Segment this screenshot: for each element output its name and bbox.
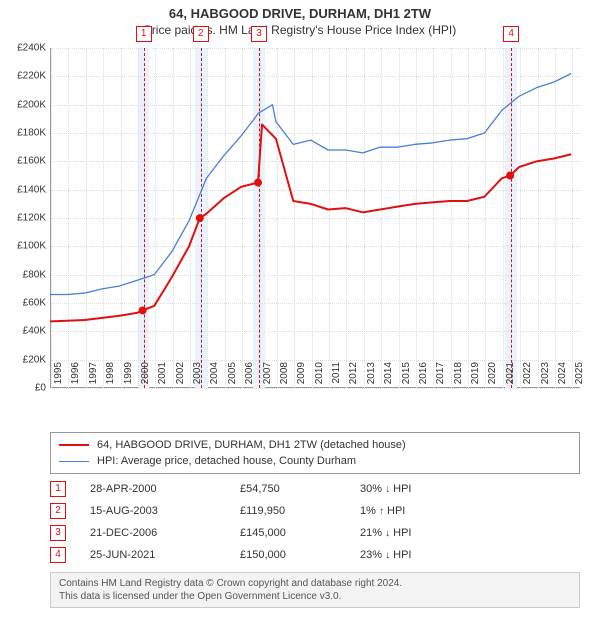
sales-row-date: 25-JUN-2021 [90, 549, 240, 561]
chart-area: 1234 £0£20K£40K£60K£80K£100K£120K£140K£1… [50, 48, 580, 388]
sales-row: 2 15-AUG-2003£119,9501% ↑ HPI [50, 500, 580, 522]
x-axis-label: 2017 [435, 362, 446, 392]
y-axis-label: £240K [0, 43, 46, 54]
x-axis-label: 2016 [418, 362, 429, 392]
series-hpi [50, 74, 571, 295]
series-price-paid [50, 125, 571, 322]
legend-label: HPI: Average price, detached house, Coun… [97, 455, 356, 467]
x-axis-label: 1995 [53, 362, 64, 392]
x-axis-label: 2021 [505, 362, 516, 392]
sales-row-price: £150,000 [240, 549, 360, 561]
x-axis-label: 2006 [244, 362, 255, 392]
sale-dot [196, 214, 204, 222]
x-axis-label: 2022 [522, 362, 533, 392]
y-axis-label: £40K [0, 326, 46, 337]
y-axis-label: £100K [0, 241, 46, 252]
x-axis-label: 2005 [227, 362, 238, 392]
sales-row: 3 21-DEC-2006£145,00021% ↓ HPI [50, 522, 580, 544]
legend-row: 64, HABGOOD DRIVE, DURHAM, DH1 2TW (deta… [59, 437, 571, 453]
sale-dot [139, 306, 147, 314]
sales-row-number: 3 [50, 525, 66, 541]
x-axis-label: 1999 [123, 362, 134, 392]
page-title: 64, HABGOOD DRIVE, DURHAM, DH1 2TW [0, 0, 600, 21]
x-axis-label: 2024 [557, 362, 568, 392]
footer-line-2: This data is licensed under the Open Gov… [59, 590, 571, 603]
y-axis-label: £160K [0, 156, 46, 167]
y-axis-label: £220K [0, 71, 46, 82]
footer-attribution: Contains HM Land Registry data © Crown c… [50, 572, 580, 608]
legend-label: 64, HABGOOD DRIVE, DURHAM, DH1 2TW (deta… [97, 439, 406, 451]
sales-row-price: £145,000 [240, 527, 360, 539]
x-axis-label: 2015 [401, 362, 412, 392]
sales-row-number: 4 [50, 547, 66, 563]
y-axis-label: £180K [0, 128, 46, 139]
x-axis-label: 1996 [70, 362, 81, 392]
x-axis-label: 2019 [470, 362, 481, 392]
sales-row-date: 15-AUG-2003 [90, 505, 240, 517]
legend-row: HPI: Average price, detached house, Coun… [59, 453, 571, 469]
x-axis-label: 2007 [262, 362, 273, 392]
x-axis-label: 2023 [540, 362, 551, 392]
x-axis-label: 2020 [487, 362, 498, 392]
y-axis-label: £200K [0, 99, 46, 110]
sales-row-number: 1 [50, 481, 66, 497]
x-axis-label: 2014 [383, 362, 394, 392]
x-axis-label: 2025 [574, 362, 585, 392]
y-axis-label: £80K [0, 269, 46, 280]
y-axis-label: £20K [0, 354, 46, 365]
sales-row: 4 25-JUN-2021£150,00023% ↓ HPI [50, 544, 580, 566]
legend-swatch [59, 461, 89, 462]
sales-row-diff: 21% ↓ HPI [360, 527, 450, 539]
x-axis-label: 2018 [453, 362, 464, 392]
sale-marker-number: 2 [193, 26, 209, 42]
legend-swatch [59, 444, 89, 446]
sales-row-price: £54,750 [240, 483, 360, 495]
x-axis-label: 2004 [209, 362, 220, 392]
y-axis-label: £60K [0, 298, 46, 309]
page-container: 64, HABGOOD DRIVE, DURHAM, DH1 2TW Price… [0, 0, 600, 620]
legend-box: 64, HABGOOD DRIVE, DURHAM, DH1 2TW (deta… [50, 432, 580, 474]
y-axis-label: £140K [0, 184, 46, 195]
y-axis-label: £0 [0, 383, 46, 394]
sales-row: 1 28-APR-2000£54,75030% ↓ HPI [50, 478, 580, 500]
x-axis-label: 2009 [296, 362, 307, 392]
x-axis-label: 1998 [105, 362, 116, 392]
footer-line-1: Contains HM Land Registry data © Crown c… [59, 577, 571, 590]
x-axis-label: 2012 [348, 362, 359, 392]
x-axis-label: 2003 [192, 362, 203, 392]
x-axis-label: 2010 [314, 362, 325, 392]
x-axis-label: 2000 [140, 362, 151, 392]
sale-dot [506, 172, 514, 180]
y-axis-label: £120K [0, 213, 46, 224]
sales-row-diff: 30% ↓ HPI [360, 483, 450, 495]
sale-marker-number: 4 [503, 26, 519, 42]
sales-row-number: 2 [50, 503, 66, 519]
chart-lines [50, 48, 580, 388]
sales-row-diff: 1% ↑ HPI [360, 505, 450, 517]
x-axis-label: 1997 [88, 362, 99, 392]
x-axis-label: 2008 [279, 362, 290, 392]
x-axis-label: 2001 [157, 362, 168, 392]
sales-table: 1 28-APR-2000£54,75030% ↓ HPI 2 15-AUG-2003… [50, 478, 580, 566]
sales-row-date: 28-APR-2000 [90, 483, 240, 495]
sale-marker-number: 3 [251, 26, 267, 42]
sale-marker-number: 1 [136, 26, 152, 42]
sale-dot [254, 179, 262, 187]
sales-row-price: £119,950 [240, 505, 360, 517]
sales-row-diff: 23% ↓ HPI [360, 549, 450, 561]
x-axis-label: 2002 [175, 362, 186, 392]
sales-row-date: 21-DEC-2006 [90, 527, 240, 539]
x-axis-label: 2011 [331, 362, 342, 392]
x-axis-label: 2013 [366, 362, 377, 392]
